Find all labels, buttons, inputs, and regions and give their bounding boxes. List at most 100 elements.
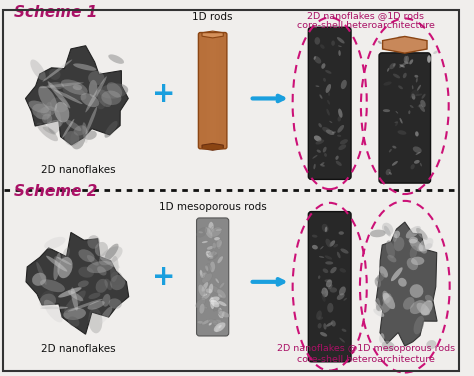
Ellipse shape	[73, 84, 82, 90]
Ellipse shape	[100, 256, 120, 268]
Ellipse shape	[213, 307, 220, 311]
Ellipse shape	[375, 298, 381, 311]
Ellipse shape	[210, 297, 215, 309]
Ellipse shape	[211, 286, 221, 294]
Ellipse shape	[320, 44, 325, 49]
Ellipse shape	[218, 241, 222, 249]
Ellipse shape	[197, 321, 203, 324]
Ellipse shape	[316, 311, 322, 320]
Ellipse shape	[217, 309, 224, 315]
Text: +: +	[152, 80, 175, 108]
Ellipse shape	[89, 293, 100, 299]
Ellipse shape	[337, 37, 345, 44]
Ellipse shape	[386, 240, 395, 258]
Ellipse shape	[331, 41, 335, 46]
FancyBboxPatch shape	[199, 32, 227, 149]
Bar	[209, 35, 210, 147]
Ellipse shape	[85, 76, 107, 112]
Ellipse shape	[419, 245, 427, 253]
Ellipse shape	[419, 105, 425, 112]
Ellipse shape	[217, 256, 223, 264]
Ellipse shape	[326, 322, 333, 327]
Ellipse shape	[403, 297, 415, 310]
Ellipse shape	[322, 224, 328, 232]
Ellipse shape	[399, 62, 407, 68]
Ellipse shape	[87, 255, 99, 266]
Bar	[205, 35, 206, 147]
Ellipse shape	[214, 237, 220, 241]
Ellipse shape	[201, 282, 208, 292]
Ellipse shape	[426, 340, 437, 349]
Ellipse shape	[415, 94, 422, 96]
Ellipse shape	[43, 127, 56, 135]
Ellipse shape	[221, 311, 225, 318]
Ellipse shape	[395, 122, 398, 126]
Bar	[204, 35, 205, 147]
Ellipse shape	[327, 303, 333, 312]
Ellipse shape	[330, 267, 337, 273]
Ellipse shape	[414, 160, 419, 164]
Ellipse shape	[62, 247, 70, 261]
Ellipse shape	[326, 239, 331, 247]
Ellipse shape	[415, 131, 419, 136]
Ellipse shape	[218, 308, 223, 318]
Ellipse shape	[43, 59, 72, 82]
Ellipse shape	[433, 51, 438, 54]
Ellipse shape	[392, 161, 398, 166]
Ellipse shape	[323, 147, 327, 153]
Ellipse shape	[405, 56, 409, 63]
Ellipse shape	[87, 235, 100, 249]
Bar	[221, 35, 222, 147]
Text: 1D rods: 1D rods	[192, 12, 233, 23]
Ellipse shape	[40, 306, 68, 309]
Ellipse shape	[421, 94, 426, 99]
Ellipse shape	[85, 107, 97, 134]
Ellipse shape	[409, 237, 418, 244]
Ellipse shape	[38, 86, 57, 111]
Bar	[218, 35, 219, 147]
Polygon shape	[202, 31, 223, 38]
Polygon shape	[26, 232, 129, 334]
Ellipse shape	[327, 109, 330, 116]
Ellipse shape	[332, 131, 336, 133]
Ellipse shape	[50, 97, 68, 112]
Ellipse shape	[102, 294, 110, 307]
Ellipse shape	[337, 125, 344, 133]
Ellipse shape	[413, 146, 422, 153]
FancyBboxPatch shape	[308, 212, 351, 362]
Ellipse shape	[326, 84, 331, 93]
Ellipse shape	[203, 294, 207, 297]
Ellipse shape	[409, 59, 413, 64]
Ellipse shape	[68, 317, 80, 327]
Ellipse shape	[208, 222, 214, 234]
Ellipse shape	[40, 106, 55, 116]
Ellipse shape	[207, 246, 213, 250]
Ellipse shape	[100, 83, 128, 99]
Ellipse shape	[205, 265, 209, 271]
Ellipse shape	[319, 123, 322, 127]
Ellipse shape	[378, 41, 382, 44]
Ellipse shape	[198, 284, 206, 297]
Ellipse shape	[425, 295, 433, 302]
Ellipse shape	[318, 317, 323, 320]
Ellipse shape	[201, 272, 206, 279]
Ellipse shape	[389, 149, 392, 152]
Ellipse shape	[410, 105, 414, 108]
Ellipse shape	[321, 288, 328, 297]
Ellipse shape	[101, 91, 121, 105]
Ellipse shape	[427, 55, 431, 63]
Ellipse shape	[47, 81, 70, 108]
Bar	[206, 35, 207, 147]
Ellipse shape	[215, 324, 220, 332]
Ellipse shape	[84, 130, 97, 140]
Ellipse shape	[46, 256, 67, 271]
Ellipse shape	[338, 231, 344, 235]
Ellipse shape	[416, 78, 418, 82]
Ellipse shape	[417, 85, 421, 91]
Ellipse shape	[312, 245, 318, 249]
Ellipse shape	[420, 300, 433, 315]
Bar	[207, 35, 208, 147]
Ellipse shape	[392, 146, 396, 149]
Bar	[208, 35, 209, 147]
Ellipse shape	[388, 39, 394, 44]
